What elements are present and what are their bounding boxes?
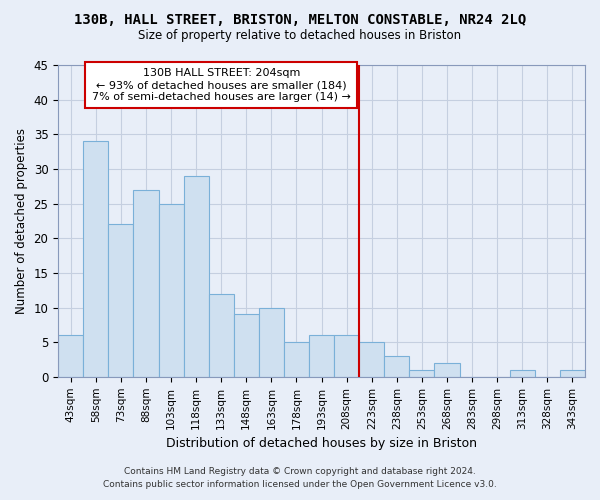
Bar [309,335,334,377]
Bar [184,176,209,377]
Text: 130B, HALL STREET, BRISTON, MELTON CONSTABLE, NR24 2LQ: 130B, HALL STREET, BRISTON, MELTON CONST… [74,12,526,26]
Bar [334,335,359,377]
Bar [58,335,83,377]
Bar [284,342,309,377]
Bar [259,308,284,377]
Bar [434,363,460,377]
Bar [409,370,434,377]
Bar [83,141,109,377]
Text: 130B HALL STREET: 204sqm
← 93% of detached houses are smaller (184)
7% of semi-d: 130B HALL STREET: 204sqm ← 93% of detach… [92,68,350,102]
Bar [109,224,133,377]
Bar [209,294,234,377]
Text: Contains HM Land Registry data © Crown copyright and database right 2024.
Contai: Contains HM Land Registry data © Crown c… [103,468,497,489]
Bar [234,314,259,377]
X-axis label: Distribution of detached houses by size in Briston: Distribution of detached houses by size … [166,437,477,450]
Text: Size of property relative to detached houses in Briston: Size of property relative to detached ho… [139,29,461,42]
Bar [560,370,585,377]
Bar [133,190,158,377]
Y-axis label: Number of detached properties: Number of detached properties [15,128,28,314]
Bar [359,342,384,377]
Bar [510,370,535,377]
Bar [158,204,184,377]
Bar [384,356,409,377]
